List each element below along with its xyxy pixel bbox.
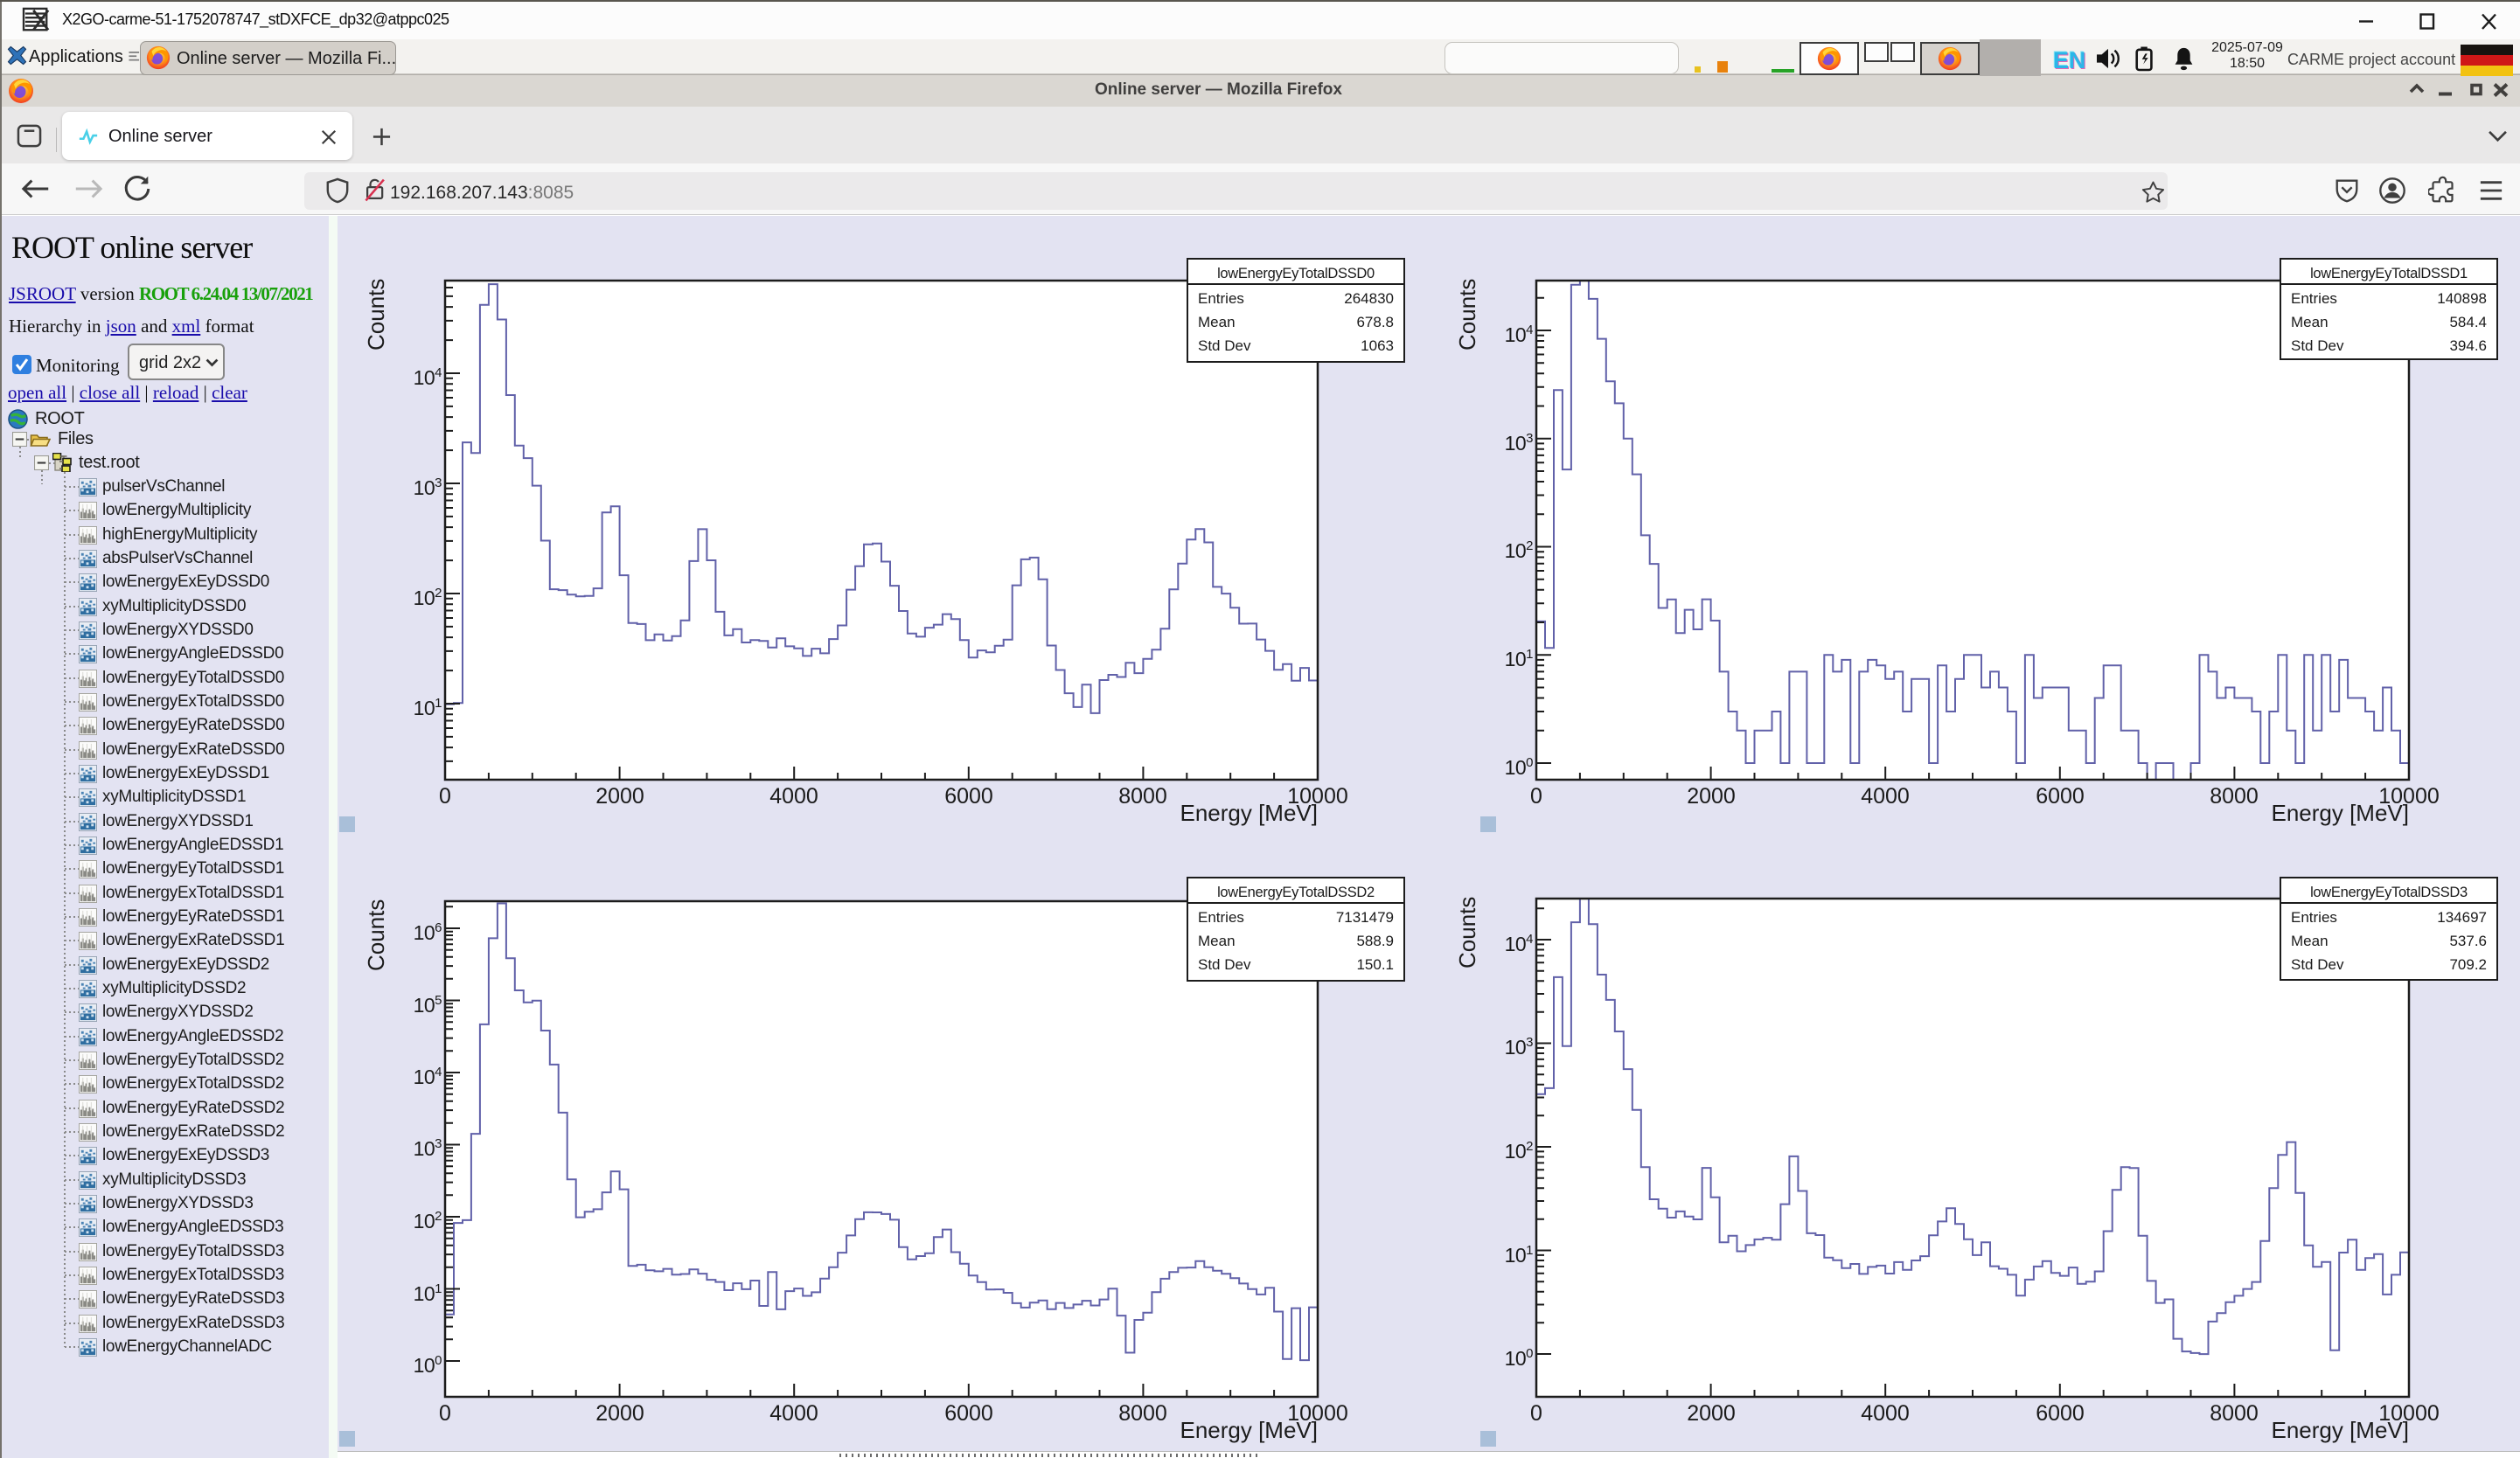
svg-text:2000: 2000 [595, 784, 644, 809]
svg-text:537.6: 537.6 [2449, 933, 2487, 949]
svg-text:101: 101 [414, 1281, 442, 1305]
svg-text:678.8: 678.8 [1356, 314, 1394, 330]
svg-text:6000: 6000 [944, 1401, 993, 1426]
svg-text:Entries: Entries [1198, 290, 1244, 307]
svg-text:Std Dev: Std Dev [2291, 956, 2344, 973]
svg-text:1063: 1063 [1361, 337, 1394, 354]
svg-text:101: 101 [1505, 1243, 1534, 1267]
svg-text:Mean: Mean [2291, 933, 2329, 949]
svg-text:7131479: 7131479 [1336, 909, 1394, 926]
svg-text:100: 100 [1505, 1346, 1534, 1370]
svg-text:101: 101 [1505, 647, 1534, 670]
svg-text:104: 104 [414, 365, 442, 389]
svg-text:103: 103 [1505, 1035, 1534, 1059]
svg-text:Energy [MeV]: Energy [MeV] [1180, 800, 1318, 826]
svg-text:140898: 140898 [2437, 290, 2487, 307]
svg-text:2000: 2000 [1687, 784, 1736, 809]
svg-text:4000: 4000 [1861, 784, 1910, 809]
svg-text:lowEnergyEyTotalDSSD1: lowEnergyEyTotalDSSD1 [2310, 266, 2468, 281]
svg-text:10000: 10000 [1287, 784, 1348, 809]
svg-text:264830: 264830 [1344, 290, 1394, 307]
svg-text:8000: 8000 [1118, 784, 1167, 809]
svg-text:Entries: Entries [1198, 909, 1244, 926]
svg-text:100: 100 [1505, 755, 1534, 779]
svg-text:102: 102 [1505, 1139, 1534, 1163]
svg-text:0: 0 [1530, 784, 1542, 809]
svg-text:8000: 8000 [1118, 1401, 1167, 1426]
svg-text:0: 0 [439, 784, 451, 809]
svg-text:Counts: Counts [363, 279, 389, 351]
svg-text:102: 102 [1505, 538, 1534, 562]
svg-text:0: 0 [439, 1401, 451, 1426]
svg-text:104: 104 [1505, 932, 1534, 955]
svg-text:105: 105 [414, 993, 442, 1017]
svg-text:4000: 4000 [769, 784, 818, 809]
svg-text:Counts: Counts [1454, 897, 1480, 969]
svg-text:2000: 2000 [1687, 1401, 1736, 1426]
svg-text:101: 101 [414, 696, 442, 719]
svg-text:Mean: Mean [1198, 933, 1236, 949]
svg-text:6000: 6000 [2036, 1401, 2085, 1426]
svg-text:134697: 134697 [2437, 909, 2487, 926]
svg-text:Counts: Counts [1454, 279, 1480, 351]
svg-text:6000: 6000 [944, 784, 993, 809]
svg-text:709.2: 709.2 [2449, 956, 2487, 973]
svg-text:0: 0 [1530, 1401, 1542, 1426]
svg-text:Std Dev: Std Dev [2291, 337, 2344, 354]
svg-text:4000: 4000 [769, 1401, 818, 1426]
svg-text:106: 106 [414, 920, 442, 944]
svg-text:Entries: Entries [2291, 290, 2337, 307]
svg-text:Energy [MeV]: Energy [MeV] [1180, 1417, 1318, 1443]
svg-text:10000: 10000 [2378, 784, 2440, 809]
svg-text:2000: 2000 [595, 1401, 644, 1426]
svg-text:lowEnergyEyTotalDSSD3: lowEnergyEyTotalDSSD3 [2310, 885, 2468, 900]
svg-text:150.1: 150.1 [1356, 956, 1394, 973]
svg-text:Std Dev: Std Dev [1198, 956, 1251, 973]
svg-text:103: 103 [414, 1136, 442, 1160]
svg-text:103: 103 [1505, 431, 1534, 455]
svg-text:104: 104 [1505, 323, 1534, 346]
svg-text:8000: 8000 [2210, 784, 2259, 809]
svg-text:102: 102 [414, 1209, 442, 1232]
svg-text:8000: 8000 [2210, 1401, 2259, 1426]
svg-text:588.9: 588.9 [1356, 933, 1394, 949]
svg-text:102: 102 [414, 586, 442, 609]
svg-text:394.6: 394.6 [2449, 337, 2487, 354]
svg-text:10000: 10000 [1287, 1401, 1348, 1426]
svg-text:Entries: Entries [2291, 909, 2337, 926]
svg-text:Mean: Mean [1198, 314, 1236, 330]
svg-text:100: 100 [414, 1353, 442, 1377]
svg-text:584.4: 584.4 [2449, 314, 2487, 330]
svg-text:104: 104 [414, 1065, 442, 1088]
svg-text:Std Dev: Std Dev [1198, 337, 1251, 354]
svg-text:103: 103 [414, 476, 442, 499]
svg-text:Counts: Counts [363, 899, 389, 971]
svg-text:4000: 4000 [1861, 1401, 1910, 1426]
svg-text:Mean: Mean [2291, 314, 2329, 330]
svg-text:10000: 10000 [2378, 1401, 2440, 1426]
svg-text:6000: 6000 [2036, 784, 2085, 809]
svg-text:lowEnergyEyTotalDSSD0: lowEnergyEyTotalDSSD0 [1217, 266, 1375, 281]
svg-text:lowEnergyEyTotalDSSD2: lowEnergyEyTotalDSSD2 [1217, 885, 1375, 900]
svg-text:Energy [MeV]: Energy [MeV] [2271, 800, 2409, 826]
svg-text:Energy [MeV]: Energy [MeV] [2271, 1417, 2409, 1443]
